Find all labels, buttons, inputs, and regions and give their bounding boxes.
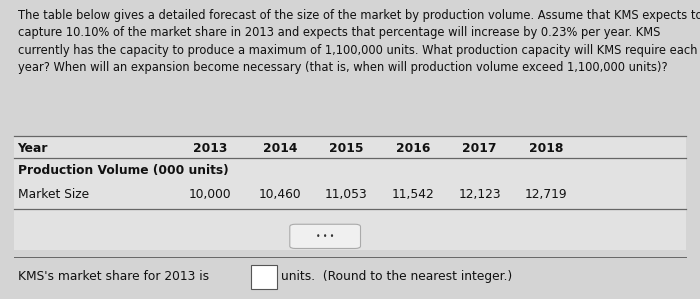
Text: 2016: 2016 [395, 141, 430, 155]
Text: 2013: 2013 [193, 141, 228, 155]
Text: 2015: 2015 [329, 141, 364, 155]
Text: 10,460: 10,460 [259, 188, 301, 201]
Text: 11,053: 11,053 [325, 188, 368, 201]
FancyBboxPatch shape [251, 265, 277, 289]
Text: KMS's market share for 2013 is: KMS's market share for 2013 is [18, 270, 209, 283]
Text: Production Volume (000 units): Production Volume (000 units) [18, 164, 228, 177]
Text: Year: Year [18, 141, 48, 155]
Text: 12,123: 12,123 [458, 188, 500, 201]
Text: units.  (Round to the nearest integer.): units. (Round to the nearest integer.) [281, 270, 512, 283]
Text: The table below gives a detailed forecast of the size of the market by productio: The table below gives a detailed forecas… [18, 9, 700, 74]
Text: 10,000: 10,000 [189, 188, 231, 201]
Text: 2018: 2018 [528, 141, 564, 155]
FancyBboxPatch shape [14, 136, 686, 250]
Text: Market Size: Market Size [18, 188, 89, 201]
Text: 11,542: 11,542 [391, 188, 435, 201]
Text: 12,719: 12,719 [525, 188, 567, 201]
Text: • • •: • • • [316, 232, 334, 241]
FancyBboxPatch shape [290, 224, 360, 248]
Text: 2014: 2014 [262, 141, 298, 155]
Text: 2017: 2017 [462, 141, 497, 155]
